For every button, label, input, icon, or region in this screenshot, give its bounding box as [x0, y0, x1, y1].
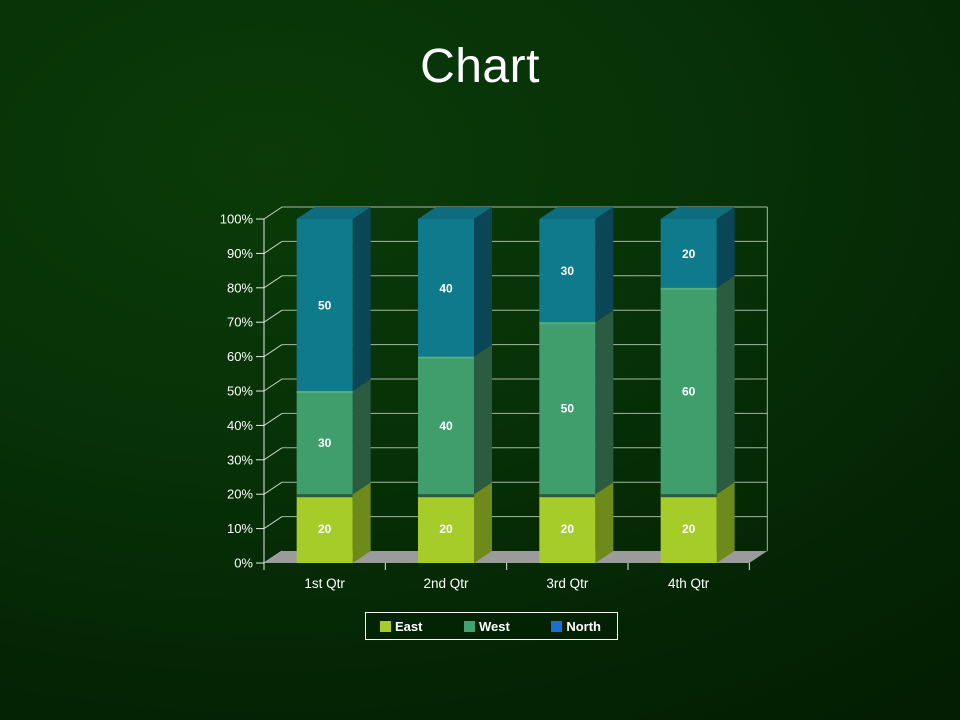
slide-title: Chart: [420, 40, 540, 93]
bar-segment-side: [352, 482, 371, 563]
bar-value-label: 20: [561, 522, 575, 536]
y-axis-tick-label: 30%: [227, 452, 253, 467]
y-axis-tick-label: 70%: [227, 315, 253, 330]
y-axis-tick-label: 80%: [227, 280, 253, 295]
legend-swatch-north: [551, 620, 563, 632]
legend-item-west: West: [463, 618, 510, 634]
bar-value-label: 30: [561, 264, 575, 278]
bar-segment-edge: [417, 356, 474, 359]
legend-swatch-west: [463, 620, 475, 632]
x-axis-category-label: 4th Qtr: [668, 576, 710, 591]
bar-segment-edge: [660, 287, 717, 290]
axis-depth-connector: [263, 275, 283, 289]
bar-value-label: 40: [439, 281, 453, 295]
bar-segment-side: [473, 344, 492, 495]
bar-value-label: 20: [439, 522, 453, 536]
bar-value-label: 40: [439, 419, 453, 433]
bar-segment-edge: [539, 322, 596, 325]
axis-depth-connector: [263, 206, 283, 220]
axis-depth-connector: [263, 378, 283, 392]
bar-top-face: [539, 207, 614, 219]
bar-top-face: [417, 207, 492, 219]
bar-value-label: 30: [318, 436, 332, 450]
axis-depth-connector: [263, 447, 283, 461]
legend-label-east: East: [395, 618, 423, 634]
x-axis-category-label: 1st Qtr: [304, 576, 345, 591]
bar-segment-edge: [417, 494, 474, 498]
y-axis-tick-label: 40%: [227, 418, 253, 433]
bar-top-face: [296, 207, 371, 219]
bar-value-label: 20: [682, 522, 696, 536]
bar-value-label: 60: [682, 385, 696, 399]
bar-segment: [296, 494, 353, 563]
bar-value-label: 50: [318, 299, 332, 313]
bar-segment: [296, 219, 353, 391]
x-axis-category-label: 3rd Qtr: [546, 576, 589, 591]
x-axis-category-label: 2nd Qtr: [423, 576, 469, 591]
legend-label-west: West: [478, 618, 510, 634]
bar-segment: [417, 219, 474, 357]
chart-floor: [264, 551, 768, 563]
bar-segment-edge: [660, 494, 717, 498]
bar-segment-edge: [539, 494, 596, 498]
bar-segment: [660, 219, 717, 288]
bar-segment-side: [595, 207, 614, 323]
bar-segment-side: [473, 482, 492, 563]
bar-segment: [660, 494, 717, 563]
bar-segment-side: [473, 207, 492, 357]
bar-value-label: 20: [682, 247, 696, 261]
bar-segment-side: [352, 379, 371, 495]
bar-segment: [417, 356, 474, 495]
bar-segment: [539, 322, 596, 495]
bar-segment: [539, 494, 596, 563]
bar-segment: [417, 494, 474, 563]
y-axis-tick-label: 20%: [227, 487, 253, 502]
bar-segment: [660, 287, 717, 495]
axis-depth-connector: [263, 309, 283, 323]
legend-swatch-east: [380, 620, 391, 632]
y-axis-tick-label: 50%: [227, 384, 253, 399]
bar-segment-side: [716, 482, 735, 563]
chart-legend: East West North: [365, 612, 618, 640]
y-axis-tick-label: 100%: [220, 212, 254, 227]
bar-segment-side: [716, 275, 735, 495]
axis-depth-connector: [263, 240, 283, 254]
bar-segment-edge: [296, 391, 353, 393]
bar-segment-edge: [296, 494, 353, 498]
legend-item-north: North: [551, 619, 601, 634]
bar-segment-side: [595, 310, 614, 495]
bar-top-face: [660, 207, 735, 219]
bar-segment-side: [595, 482, 614, 563]
bar-segment: [296, 391, 353, 495]
y-axis-tick-label: 0%: [234, 556, 253, 571]
y-axis-tick-label: 90%: [227, 246, 253, 261]
axis-depth-connector: [263, 516, 283, 530]
legend-item-east: East: [380, 619, 422, 634]
axis-depth-connector: [263, 412, 283, 426]
axis-depth-connector: [263, 481, 283, 495]
bar-segment-side: [352, 207, 371, 391]
bar-segment-side: [716, 207, 735, 288]
y-axis-tick-label: 10%: [227, 521, 253, 536]
bar-segment: [539, 219, 596, 323]
bar-value-label: 20: [318, 522, 332, 536]
bar-value-label: 50: [561, 402, 575, 416]
y-axis-tick-label: 60%: [227, 349, 253, 364]
axis-depth-connector: [263, 344, 283, 358]
legend-label-north: North: [566, 618, 601, 634]
